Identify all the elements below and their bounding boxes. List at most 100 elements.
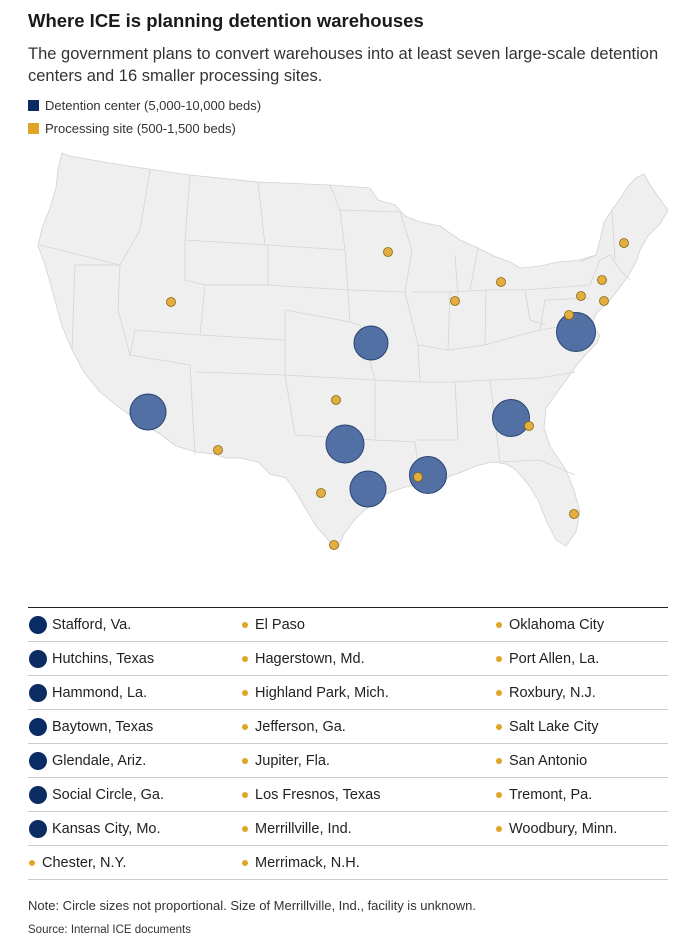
processing-dot-icon bbox=[242, 723, 248, 730]
detention-dot-icon bbox=[29, 615, 47, 634]
processing-dot-icon bbox=[242, 757, 248, 764]
facility-cell: Woodbury, Minn. bbox=[495, 821, 617, 837]
facility-cell: Social Circle, Ga. bbox=[28, 785, 165, 804]
processing-dot-icon bbox=[496, 655, 502, 662]
facility-cell: Merrimack, N.H. bbox=[241, 855, 360, 871]
detention-dot-icon bbox=[29, 649, 47, 668]
facility-label: Chester, N.Y. bbox=[42, 854, 127, 871]
processing-site-port-allen bbox=[413, 472, 423, 482]
facility-label: Baytown, Texas bbox=[52, 718, 154, 735]
facility-label: Hammond, La. bbox=[52, 684, 148, 701]
table-row: Chester, N.Y. Merrimack, N.H. bbox=[28, 846, 668, 880]
processing-site-merrimack bbox=[619, 238, 629, 248]
facility-label: Tremont, Pa. bbox=[509, 786, 593, 803]
legend-detention: Detention center (5,000-10,000 beds) bbox=[28, 98, 261, 113]
processing-dot-icon bbox=[496, 791, 502, 798]
processing-dot-icon bbox=[496, 723, 502, 730]
processing-dot-icon bbox=[242, 689, 248, 696]
processing-site-highland-park bbox=[496, 277, 506, 287]
processing-site-roxbury bbox=[599, 296, 609, 306]
facility-label: Glendale, Ariz. bbox=[52, 752, 147, 769]
legend-swatch-processing bbox=[28, 123, 39, 134]
processing-dot-icon bbox=[242, 655, 248, 662]
processing-dot-icon bbox=[242, 825, 248, 832]
processing-dot-icon bbox=[242, 791, 248, 798]
facility-label: Roxbury, N.J. bbox=[509, 684, 596, 701]
facility-cell: Jupiter, Fla. bbox=[241, 753, 330, 769]
processing-site-san-antonio bbox=[316, 488, 326, 498]
facility-label: Jefferson, Ga. bbox=[255, 718, 346, 735]
detention-center-glendale bbox=[129, 393, 167, 431]
processing-site-woodbury bbox=[383, 247, 393, 257]
detention-dot-icon bbox=[29, 785, 47, 804]
detention-dot-icon bbox=[29, 717, 47, 736]
processing-dot-icon bbox=[242, 621, 248, 628]
facility-cell: Roxbury, N.J. bbox=[495, 685, 596, 701]
facility-table: Stafford, Va. El Paso Oklahoma City Hutchin… bbox=[28, 607, 668, 880]
facility-cell: Hagerstown, Md. bbox=[241, 651, 365, 667]
facility-cell: San Antonio bbox=[495, 753, 587, 769]
facility-label: Port Allen, La. bbox=[509, 650, 600, 667]
facility-cell: Highland Park, Mich. bbox=[241, 685, 389, 701]
detention-center-kansas-city bbox=[353, 325, 389, 361]
facility-cell: Los Fresnos, Texas bbox=[241, 787, 380, 803]
facility-label: Stafford, Va. bbox=[52, 616, 132, 633]
processing-site-tremont bbox=[576, 291, 586, 301]
processing-site-merrillville bbox=[450, 296, 460, 306]
facility-label: Oklahoma City bbox=[509, 616, 605, 633]
detention-center-stafford bbox=[556, 312, 596, 352]
processing-dot-icon bbox=[496, 621, 502, 628]
detention-center-baytown bbox=[349, 470, 387, 508]
facility-cell: Kansas City, Mo. bbox=[28, 819, 161, 838]
processing-sites-overlay bbox=[413, 310, 574, 482]
detention-dot-icon bbox=[29, 751, 47, 770]
detention-center-hammond bbox=[409, 456, 447, 494]
facility-cell: Oklahoma City bbox=[495, 617, 604, 633]
footnote: Note: Circle sizes not proportional. Siz… bbox=[28, 898, 476, 913]
facility-label: Merrimack, N.H. bbox=[255, 854, 360, 871]
processing-dot-icon bbox=[242, 859, 248, 866]
processing-site-jupiter bbox=[569, 509, 579, 519]
facility-label: Woodbury, Minn. bbox=[509, 820, 618, 837]
state-borders bbox=[39, 169, 631, 476]
us-land bbox=[37, 152, 669, 549]
processing-site-chester bbox=[597, 275, 607, 285]
facility-label: Highland Park, Mich. bbox=[255, 684, 389, 701]
processing-site-los-fresnos bbox=[329, 540, 339, 550]
facility-cell: Hammond, La. bbox=[28, 683, 148, 702]
table-row: Hammond, La. Highland Park, Mich. Roxbury,… bbox=[28, 676, 668, 710]
facility-label: Merrillville, Ind. bbox=[255, 820, 352, 837]
facility-cell: Baytown, Texas bbox=[28, 717, 154, 736]
facility-label: Jupiter, Fla. bbox=[255, 752, 330, 769]
table-row: Social Circle, Ga. Los Fresnos, Texas Trem… bbox=[28, 778, 668, 812]
facility-label: Hagerstown, Md. bbox=[255, 650, 365, 667]
processing-site-hagerstown bbox=[564, 310, 574, 320]
legend-label-processing: Processing site (500-1,500 beds) bbox=[45, 121, 236, 136]
table-row: Stafford, Va. El Paso Oklahoma City bbox=[28, 608, 668, 642]
detention-dot-icon bbox=[29, 819, 47, 838]
processing-dot-icon bbox=[496, 825, 502, 832]
processing-dot-icon bbox=[29, 859, 35, 866]
processing-site-jefferson bbox=[524, 421, 534, 431]
facility-cell: Tremont, Pa. bbox=[495, 787, 592, 803]
legend-processing: Processing site (500-1,500 beds) bbox=[28, 121, 236, 136]
facility-cell: Chester, N.Y. bbox=[28, 855, 126, 871]
processing-site-salt-lake-city bbox=[166, 297, 176, 307]
table-row: Glendale, Ariz. Jupiter, Fla. San Antonio bbox=[28, 744, 668, 778]
facility-label: Los Fresnos, Texas bbox=[255, 786, 381, 803]
facility-cell: Hutchins, Texas bbox=[28, 649, 154, 668]
detention-dot-icon bbox=[29, 683, 47, 702]
facility-label: Social Circle, Ga. bbox=[52, 786, 165, 803]
detention-center-social-circle bbox=[492, 399, 530, 437]
processing-site-oklahoma-city bbox=[331, 395, 341, 405]
processing-sites bbox=[166, 238, 629, 550]
facility-cell: Merrillville, Ind. bbox=[241, 821, 352, 837]
detention-center-hutchins bbox=[325, 424, 365, 464]
map-title: Where ICE is planning detention warehous… bbox=[28, 10, 424, 31]
us-map bbox=[37, 152, 669, 550]
facility-cell: Port Allen, La. bbox=[495, 651, 599, 667]
facility-label: Salt Lake City bbox=[509, 718, 599, 735]
table-row: Baytown, Texas Jefferson, Ga. Salt Lake Ci… bbox=[28, 710, 668, 744]
processing-site-el-paso bbox=[213, 445, 223, 455]
facility-label: El Paso bbox=[255, 616, 305, 633]
